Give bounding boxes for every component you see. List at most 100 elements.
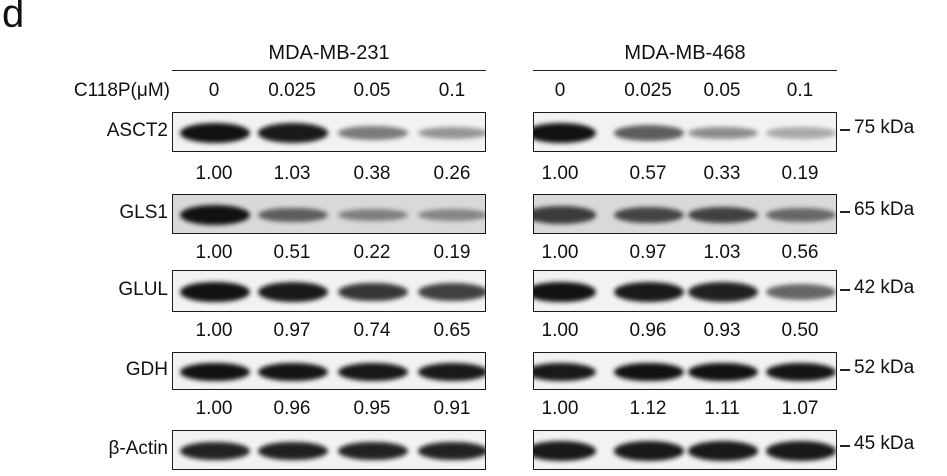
protein-band: [766, 127, 836, 139]
concentration-value: 0.1: [438, 80, 466, 101]
concentration-value: 0: [208, 80, 220, 101]
protein-band: [180, 441, 250, 461]
protein-band: [418, 126, 485, 140]
quantification-value: 1.00: [541, 242, 579, 263]
quantification-value: 0.38: [353, 163, 391, 184]
protein-band: [614, 281, 684, 303]
quantification-value: 0.97: [629, 242, 667, 263]
mw-tick: [840, 129, 850, 131]
protein-band: [418, 362, 485, 382]
concentration-value: 0.05: [353, 80, 391, 101]
mw-tick: [840, 445, 850, 447]
quantification-value: 0.96: [629, 320, 667, 341]
western-blot-1: [533, 352, 837, 390]
quantification-value: 1.00: [195, 242, 233, 263]
concentration-value: 0.05: [703, 80, 741, 101]
protein-band: [338, 126, 408, 140]
mw-tick: [840, 369, 850, 371]
cell-line-underline: [172, 70, 486, 71]
protein-band: [688, 282, 758, 302]
quantification-value: 1.00: [195, 398, 233, 419]
molecular-weight-label: 75 kDa: [854, 117, 915, 138]
cell-line-title: MDA-MB-231: [268, 42, 390, 64]
protein-band: [338, 441, 408, 461]
quantification-value: 0.91: [433, 398, 471, 419]
protein-band: [614, 206, 684, 224]
protein-label: GLS1: [119, 202, 168, 223]
quantification-value: 0.19: [781, 163, 819, 184]
quantification-value: 1.00: [195, 163, 233, 184]
protein-band: [534, 206, 596, 224]
protein-band: [180, 123, 250, 143]
quantification-value: 0.57: [629, 163, 667, 184]
protein-band: [418, 208, 485, 222]
protein-band: [534, 123, 596, 143]
molecular-weight-label: 65 kDa: [854, 199, 915, 220]
protein-band: [258, 362, 328, 382]
concentration-value: 0.025: [268, 80, 316, 101]
quantification-value: 0.96: [273, 398, 311, 419]
mw-tick: [840, 211, 850, 213]
molecular-weight-label: 42 kDa: [854, 277, 915, 298]
protein-label: β-Actin: [108, 438, 169, 459]
quantification-value: 1.12: [629, 398, 667, 419]
protein-band: [766, 284, 836, 300]
quantification-value: 0.65: [433, 320, 471, 341]
protein-band: [418, 441, 485, 461]
panel-letter: d: [2, 0, 25, 36]
protein-label: GDH: [125, 359, 168, 380]
quantification-value: 1.03: [273, 163, 311, 184]
western-blot-0: [172, 430, 486, 470]
concentration-label: C118P(μM): [73, 80, 170, 101]
western-blot-0: [172, 352, 486, 390]
protein-band: [534, 441, 596, 461]
quantification-value: 0.74: [353, 320, 391, 341]
quantification-value: 0.93: [703, 320, 741, 341]
western-blot-1: [533, 270, 837, 312]
molecular-weight-label: 52 kDa: [854, 357, 915, 378]
quantification-value: 1.03: [703, 242, 741, 263]
quantification-value: 1.00: [541, 163, 579, 184]
protein-band: [258, 207, 328, 223]
protein-band: [614, 362, 684, 382]
protein-band: [418, 283, 485, 301]
protein-band: [180, 362, 250, 382]
quantification-value: 0.22: [353, 242, 391, 263]
quantification-value: 0.19: [433, 242, 471, 263]
quantification-value: 1.00: [541, 398, 579, 419]
protein-band: [338, 362, 408, 382]
concentration-value: 0: [554, 80, 566, 101]
quantification-value: 1.00: [541, 320, 579, 341]
protein-band: [180, 205, 250, 225]
protein-band: [688, 126, 758, 140]
protein-band: [338, 282, 408, 302]
concentration-value: 0.1: [786, 80, 814, 101]
protein-band: [338, 208, 408, 222]
protein-band: [258, 441, 328, 461]
quantification-value: 0.95: [353, 398, 391, 419]
quantification-value: 0.97: [273, 320, 311, 341]
protein-band: [614, 441, 684, 461]
quantification-value: 0.50: [781, 320, 819, 341]
protein-band: [258, 281, 328, 303]
quantification-value: 0.56: [781, 242, 819, 263]
protein-band: [614, 125, 684, 141]
protein-band: [766, 207, 836, 223]
western-blot-1: [533, 194, 837, 234]
western-blot-0: [172, 270, 486, 312]
protein-band: [766, 362, 836, 382]
quantification-value: 1.00: [195, 320, 233, 341]
protein-label: ASCT2: [106, 120, 168, 141]
cell-line-underline: [533, 70, 837, 71]
protein-band: [180, 281, 250, 303]
protein-band: [534, 281, 596, 303]
mw-tick: [840, 289, 850, 291]
western-blot-1: [533, 112, 837, 152]
protein-band: [688, 441, 758, 461]
protein-label: GLUL: [118, 279, 168, 300]
quantification-value: 1.11: [704, 398, 740, 419]
protein-band: [766, 441, 836, 461]
western-blot-0: [172, 194, 486, 234]
protein-band: [534, 362, 596, 382]
quantification-value: 0.51: [273, 242, 311, 263]
